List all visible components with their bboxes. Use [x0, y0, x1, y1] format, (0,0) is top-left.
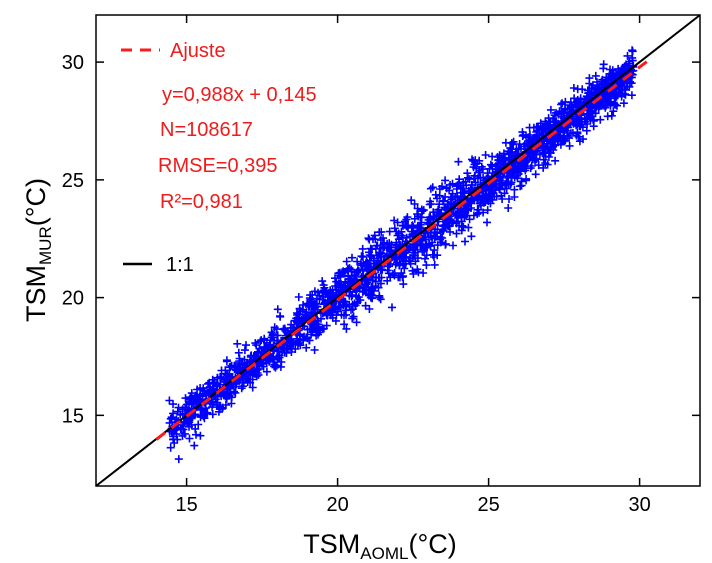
x-axis-label: TSMAOML(°C) [303, 529, 456, 563]
plot-frame [95, 14, 701, 487]
legend-identity-label: 1:1 [166, 254, 194, 276]
sample-count-label: N=108617 [160, 119, 253, 141]
x-tick-label: 15 [175, 494, 197, 516]
fit-equation-label: y=0,988x + 0,145 [162, 84, 317, 106]
plot-border [95, 14, 701, 487]
x-tick-label: 25 [477, 494, 499, 516]
y-tick-label: 15 [62, 405, 84, 427]
y-axis-ticks: 15 20 25 30 [62, 52, 700, 427]
legend: Ajuste y=0,988x + 0,145 N=108617 RMSE=0,… [121, 40, 317, 276]
fit-lines [95, 14, 701, 487]
rmse-label: RMSE=0,395 [158, 155, 278, 177]
fit-line [155, 58, 650, 441]
x-tick-label: 30 [628, 494, 650, 516]
identity-line [95, 14, 701, 487]
r-squared-label: R²=0,981 [160, 191, 243, 213]
y-tick-label: 25 [62, 170, 84, 192]
y-tick-label: 30 [62, 52, 84, 74]
x-tick-label: 20 [326, 494, 348, 516]
x-axis-ticks: 15 20 25 30 [175, 15, 651, 516]
legend-fit-label: Ajuste [170, 40, 226, 62]
y-tick-label: 20 [62, 288, 84, 310]
y-axis-label: TSMMUR(°C) [21, 178, 55, 322]
